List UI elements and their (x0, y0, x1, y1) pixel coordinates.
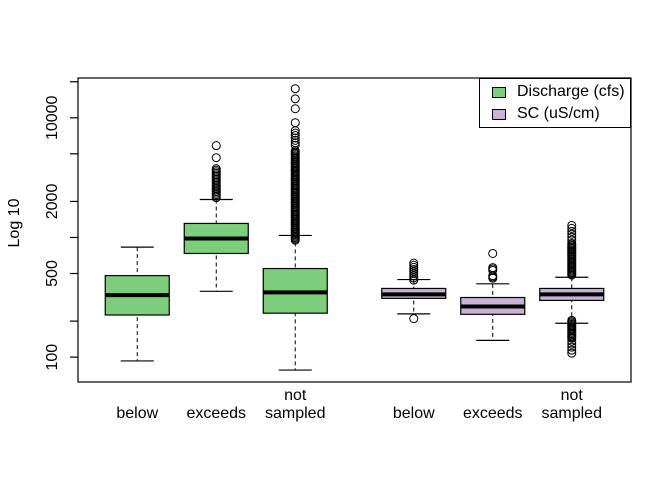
x-category-label: below (116, 405, 158, 422)
outlier-circle-sc-below (409, 258, 419, 268)
y-tick-label: 100 (44, 344, 61, 371)
legend-label-discharge: Discharge (cfs) (517, 83, 625, 100)
outlier-circle-discharge-not-sampled (290, 138, 300, 148)
outlier-circle-discharge-not-sampled (290, 133, 300, 143)
outlier-circle-sc-below (409, 260, 419, 270)
outlier-circle-sc-not-sampled (567, 220, 577, 230)
outlier-circle-discharge-not-sampled (290, 135, 300, 145)
outlier-circle-sc-not-sampled (567, 339, 577, 349)
sc-color-swatch (492, 108, 506, 120)
outlier-circle-sc-below (409, 262, 419, 272)
outlier-circle-sc-not-sampled (567, 235, 577, 245)
outlier-circle-sc-exceeds (488, 248, 498, 258)
outlier-circle-sc-below (409, 314, 419, 324)
legend-label-sc: SC (uS/cm) (517, 105, 600, 122)
outlier-circle-sc-not-sampled (567, 226, 577, 236)
outlier-circle-sc-not-sampled (567, 315, 577, 325)
outlier-circle-sc-not-sampled (567, 239, 577, 249)
discharge-color-swatch (492, 86, 506, 98)
outlier-circle-sc-not-sampled (567, 232, 577, 242)
outlier-circle-sc-below (409, 265, 419, 275)
legend: Discharge (cfs) SC (uS/cm) (479, 78, 631, 128)
outlier-circle-sc-not-sampled (567, 333, 577, 343)
x-category-label: not (561, 387, 584, 404)
outlier-circle-sc-not-sampled (567, 342, 577, 352)
x-category-label: exceeds (186, 405, 246, 422)
outlier-circle-discharge-exceeds (211, 153, 221, 163)
outlier-circle-discharge-not-sampled (290, 128, 300, 138)
outlier-circle-sc-not-sampled (567, 336, 577, 346)
outlier-circle-sc-not-sampled (567, 348, 577, 358)
outlier-circle-discharge-not-sampled (290, 131, 300, 141)
outlier-circle-sc-not-sampled (567, 229, 577, 239)
outlier-circle-discharge-not-sampled (290, 84, 300, 94)
outlier-circle-discharge-exceeds (211, 164, 221, 174)
x-category-label: sampled (265, 405, 325, 422)
outlier-circle-discharge-not-sampled (290, 126, 300, 136)
x-category-label: sampled (542, 405, 602, 422)
legend-item-sc: SC (uS/cm) (492, 105, 630, 123)
y-tick-label: 2000 (44, 184, 61, 220)
x-category-label: below (393, 405, 435, 422)
y-tick-label: 10000 (44, 95, 61, 140)
x-category-label: not (284, 387, 307, 404)
outlier-circle-discharge-not-sampled (290, 118, 300, 128)
legend-item-discharge: Discharge (cfs) (492, 83, 630, 101)
y-tick-label: 500 (44, 260, 61, 287)
y-axis-title: Log 10 (6, 198, 23, 248)
outlier-circle-sc-not-sampled (567, 345, 577, 355)
outlier-circle-sc-not-sampled (567, 223, 577, 233)
plot-border (77, 77, 632, 383)
outlier-circle-sc-exceeds (488, 273, 498, 283)
x-category-label: exceeds (463, 405, 523, 422)
outlier-circle-discharge-not-sampled (290, 94, 300, 104)
outlier-circle-discharge-not-sampled (290, 104, 300, 114)
outlier-circle-discharge-exceeds (211, 141, 221, 151)
outlier-circle-discharge-not-sampled (290, 140, 300, 150)
